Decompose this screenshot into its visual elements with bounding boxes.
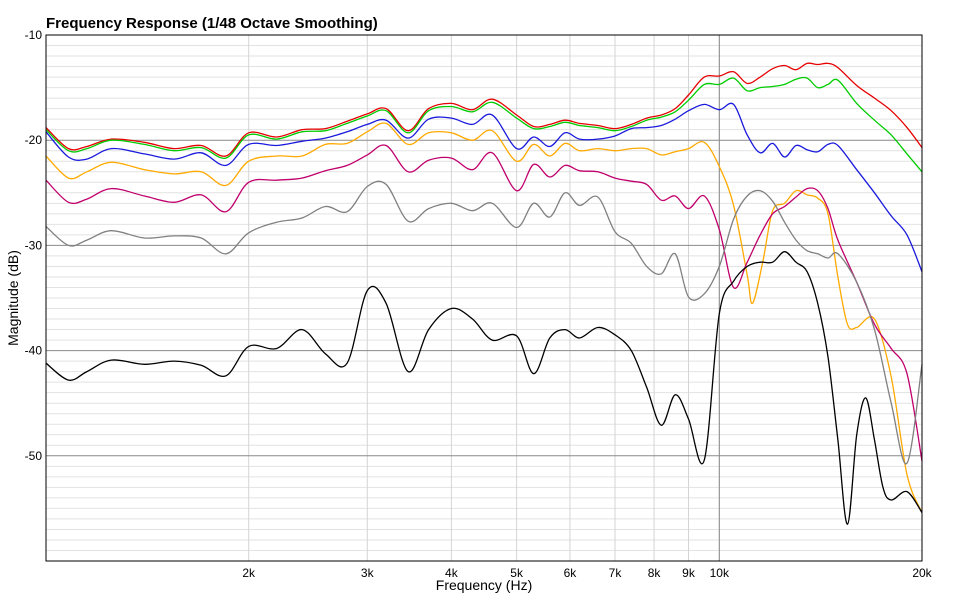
x-tick-label: 5k — [510, 566, 524, 580]
y-tick-label: -40 — [25, 344, 43, 358]
y-tick-label: -10 — [25, 28, 43, 42]
x-tick-labels: 2k 3k 4k 5k 6k 7k 8k 9k 10k 20k — [242, 566, 932, 580]
y-axis-label: Magnitude (dB) — [5, 250, 21, 346]
y-tick-label: -50 — [25, 449, 43, 463]
series-line-2 — [45, 76, 923, 173]
x-tick-label: 8k — [648, 566, 662, 580]
series-line-4 — [45, 122, 923, 513]
series-line-7 — [45, 251, 923, 525]
x-tick-label: 6k — [564, 566, 578, 580]
x-tick-label: 9k — [682, 566, 696, 580]
x-tick-label: 3k — [361, 566, 375, 580]
y-tick-labels: -10 -20 -30 -40 -50 — [25, 28, 43, 463]
series-line-5 — [45, 144, 923, 462]
y-tick-label: -30 — [25, 238, 43, 252]
series-line-3 — [45, 102, 923, 272]
x-tick-label: 10k — [710, 566, 730, 580]
x-tick-label: 7k — [609, 566, 623, 580]
series-layer — [45, 62, 923, 525]
plot-frame — [45, 34, 923, 562]
x-tick-label: 4k — [445, 566, 459, 580]
x-tick-label: 2k — [242, 566, 256, 580]
series-line-6 — [45, 180, 923, 465]
series-line-1 — [45, 62, 923, 157]
x-axis-label: Frequency (Hz) — [436, 577, 532, 593]
y-tick-label: -20 — [25, 133, 43, 147]
x-tick-label: 20k — [912, 566, 932, 580]
chart-title: Frequency Response (1/48 Octave Smoothin… — [46, 15, 378, 32]
